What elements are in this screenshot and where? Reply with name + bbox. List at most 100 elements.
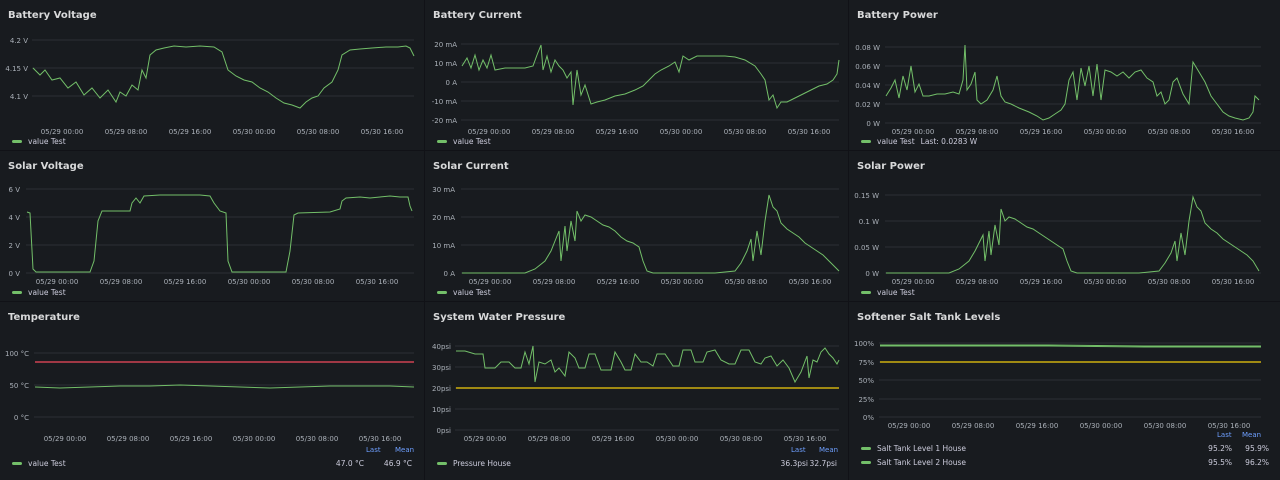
y-tick: 30 mA bbox=[432, 186, 455, 194]
x-tick: 05/29 16:00 bbox=[1020, 278, 1063, 286]
y-tick: 30psi bbox=[432, 364, 451, 372]
panel-title: Battery Power bbox=[857, 10, 938, 21]
battery-current-plot[interactable]: 20 mA 10 mA 0 A -10 mA -20 mA 05/29 00:0… bbox=[425, 0, 848, 150]
legend-last-value: 47.0 °C bbox=[335, 459, 364, 468]
legend-item[interactable]: Pressure House bbox=[437, 459, 511, 468]
solar-power-plot[interactable]: 0.15 W 0.1 W 0.05 W 0 W 05/29 00:00 05/2… bbox=[849, 151, 1280, 301]
legend-last-value: 95.2% bbox=[1208, 444, 1232, 453]
y-tick: 100 °C bbox=[5, 350, 29, 358]
x-tick: 05/29 08:00 bbox=[100, 278, 143, 286]
legend-swatch bbox=[861, 447, 871, 450]
legend-label: value Test bbox=[877, 288, 915, 297]
legend-item[interactable]: value Test Last: 0.0283 W bbox=[861, 137, 977, 146]
panel-title: Solar Current bbox=[433, 161, 509, 172]
x-tick: 05/29 16:00 bbox=[169, 128, 212, 136]
x-tick: 05/29 00:00 bbox=[888, 422, 931, 430]
y-tick: 0 W bbox=[866, 120, 880, 128]
y-tick: 4 V bbox=[9, 214, 21, 222]
y-tick: -20 mA bbox=[432, 117, 457, 125]
legend-header-mean[interactable]: Mean bbox=[395, 446, 415, 454]
legend-swatch bbox=[437, 140, 447, 143]
y-tick: 10 mA bbox=[434, 60, 457, 68]
legend-header-mean[interactable]: Mean bbox=[819, 446, 839, 454]
legend-swatch bbox=[437, 462, 447, 465]
y-tick: 75% bbox=[858, 359, 874, 367]
y-tick: 0% bbox=[863, 414, 874, 422]
x-tick: 05/29 08:00 bbox=[532, 128, 575, 136]
panel-title: Battery Current bbox=[433, 10, 522, 21]
legend-label: value Test bbox=[28, 288, 66, 297]
legend-item[interactable]: value Test bbox=[12, 137, 66, 146]
battery-power-plot[interactable]: 0.08 W 0.06 W 0.04 W 0.02 W 0 W 05/29 00… bbox=[849, 0, 1280, 150]
legend-last-value: 36.3psi bbox=[780, 459, 808, 468]
x-tick: 05/30 16:00 bbox=[789, 278, 832, 286]
y-tick: 0 °C bbox=[14, 414, 29, 422]
y-tick: 4.1 V bbox=[10, 93, 28, 101]
battery-voltage-plot[interactable]: 4.2 V 4.15 V 4.1 V 05/29 00:00 05/29 08:… bbox=[0, 0, 424, 150]
x-tick: 05/30 00:00 bbox=[233, 128, 276, 136]
y-tick: 0 W bbox=[865, 270, 879, 278]
solar-current-plot[interactable]: 30 mA 20 mA 10 mA 0 A 05/29 00:00 05/29 … bbox=[425, 151, 848, 301]
salt-tank-plot[interactable]: 100% 75% 50% 25% 0% 05/29 00:00 05/29 08… bbox=[849, 302, 1280, 480]
legend-header-last[interactable]: Last bbox=[366, 446, 381, 454]
x-tick: 05/29 08:00 bbox=[952, 422, 995, 430]
water-pressure-plot[interactable]: 40psi 30psi 20psi 10psi 0psi 05/29 00:00… bbox=[425, 302, 848, 480]
legend-item[interactable]: value Test bbox=[12, 459, 66, 468]
y-tick: 0.1 W bbox=[859, 218, 879, 226]
legend-label: Salt Tank Level 1 House bbox=[877, 444, 967, 453]
series-line bbox=[885, 44, 1260, 121]
panel-title: Battery Voltage bbox=[8, 10, 97, 21]
panel-solar-power: Solar Power 0.15 W 0.1 W 0.05 W 0 W 05/2… bbox=[849, 151, 1280, 301]
x-tick: 05/30 00:00 bbox=[661, 278, 704, 286]
x-tick: 05/29 00:00 bbox=[464, 435, 507, 443]
legend-item[interactable]: Salt Tank Level 1 House bbox=[861, 444, 966, 453]
solar-voltage-plot[interactable]: 6 V 4 V 2 V 0 V 05/29 00:00 05/29 08:00 … bbox=[0, 151, 424, 301]
legend-header-last[interactable]: Last bbox=[791, 446, 806, 454]
x-tick: 05/29 16:00 bbox=[597, 278, 640, 286]
legend-label: Salt Tank Level 2 House bbox=[877, 458, 967, 467]
legend-header-last[interactable]: Last bbox=[1217, 431, 1232, 439]
legend-label: value Test bbox=[877, 137, 915, 146]
legend-item[interactable]: value Test bbox=[12, 288, 66, 297]
x-tick: 05/30 00:00 bbox=[1084, 128, 1127, 136]
y-tick: 0.02 W bbox=[855, 101, 880, 109]
x-tick: 05/30 08:00 bbox=[292, 278, 335, 286]
series-line bbox=[886, 195, 1260, 274]
y-tick: 2 V bbox=[9, 242, 21, 250]
legend-header-mean[interactable]: Mean bbox=[1242, 431, 1262, 439]
x-tick: 05/30 08:00 bbox=[296, 435, 339, 443]
series-line bbox=[456, 345, 840, 384]
y-tick: 0psi bbox=[437, 427, 452, 435]
x-tick: 05/30 00:00 bbox=[233, 435, 276, 443]
x-tick: 05/30 08:00 bbox=[720, 435, 763, 443]
panel-title: Solar Voltage bbox=[8, 161, 84, 172]
legend-mean-value: 32.7psi bbox=[809, 459, 837, 468]
legend-item[interactable]: value Test bbox=[437, 288, 491, 297]
legend-item[interactable]: value Test bbox=[437, 137, 491, 146]
legend-last-value: Last: 0.0283 W bbox=[920, 137, 978, 146]
x-tick: 05/30 08:00 bbox=[1148, 278, 1191, 286]
legend-item[interactable]: Salt Tank Level 2 House bbox=[861, 458, 966, 467]
series-line bbox=[880, 345, 1261, 348]
panel-battery-power: Battery Power 0.08 W 0.06 W 0.04 W 0.02 … bbox=[849, 0, 1280, 150]
x-tick: 05/29 08:00 bbox=[528, 435, 571, 443]
series-line bbox=[32, 45, 415, 109]
y-tick: -10 mA bbox=[432, 98, 457, 106]
x-tick: 05/29 00:00 bbox=[36, 278, 79, 286]
y-tick: 0 V bbox=[9, 270, 21, 278]
x-tick: 05/29 08:00 bbox=[956, 278, 999, 286]
temperature-plot[interactable]: 100 °C 50 °C 0 °C 05/29 00:00 05/29 08:0… bbox=[0, 302, 424, 480]
x-tick: 05/29 08:00 bbox=[956, 128, 999, 136]
legend-item[interactable]: value Test bbox=[861, 288, 915, 297]
y-tick: 0.15 W bbox=[854, 192, 879, 200]
panel-battery-voltage: Battery Voltage 4.2 V 4.15 V 4.1 V 05/29… bbox=[0, 0, 424, 150]
y-tick: 0.08 W bbox=[855, 44, 880, 52]
panel-solar-current: Solar Current 30 mA 20 mA 10 mA 0 A 05/2… bbox=[425, 151, 848, 301]
legend-swatch bbox=[861, 291, 871, 294]
y-tick: 20 mA bbox=[432, 214, 455, 222]
x-tick: 05/29 00:00 bbox=[44, 435, 87, 443]
series-line bbox=[34, 384, 415, 389]
x-tick: 05/29 08:00 bbox=[107, 435, 150, 443]
series-line bbox=[880, 344, 1261, 347]
